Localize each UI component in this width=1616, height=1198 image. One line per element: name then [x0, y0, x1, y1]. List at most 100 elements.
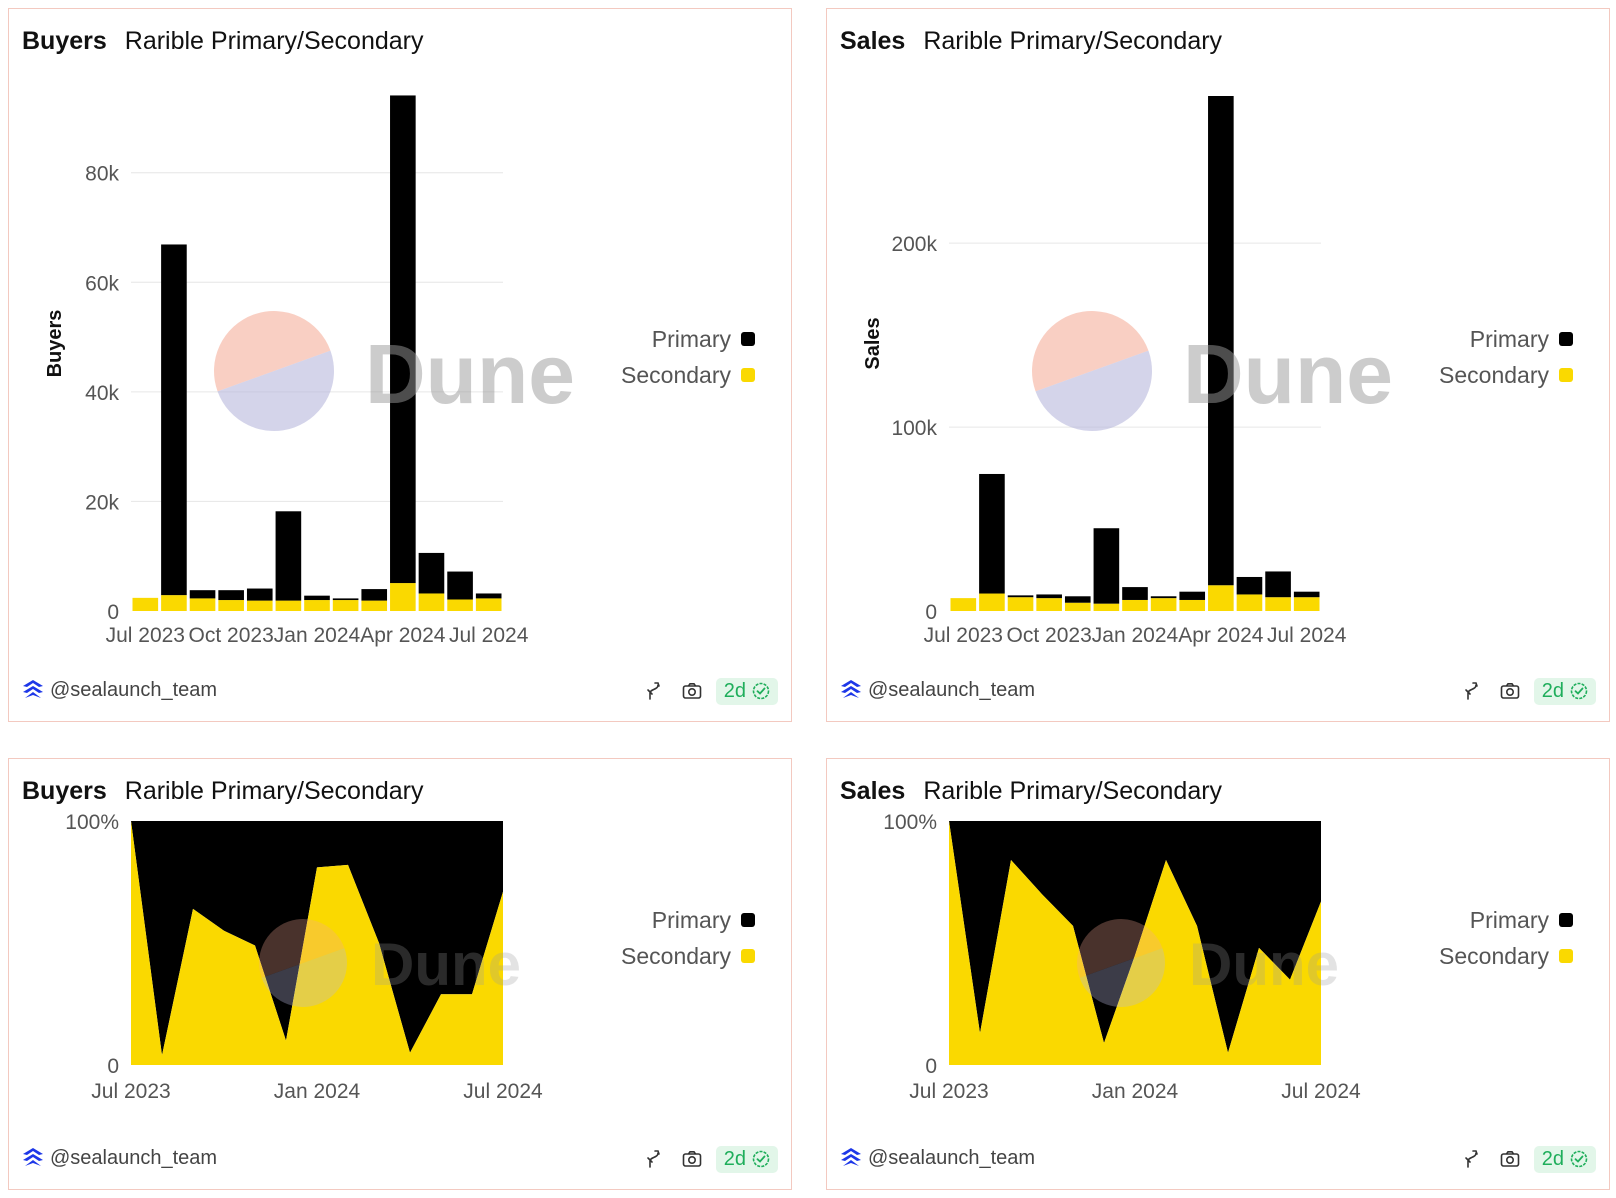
fork-icon[interactable] [642, 679, 666, 703]
dune-watermark-icon: Dune [259, 919, 521, 1007]
legend-swatch-primary [741, 912, 755, 927]
x-tick-label: Jan 2024 [1092, 624, 1179, 647]
card-title: Buyers Rarible Primary/Secondary [22, 27, 423, 56]
y-tick-label: 80k [85, 163, 119, 186]
watermark-logo-top [1032, 310, 1149, 392]
bar-primary [246, 588, 273, 601]
author-link[interactable]: @sealaunch_team [840, 1147, 1035, 1170]
chart-legend[interactable]: Primary Secondary [1439, 321, 1573, 393]
legend-item-primary[interactable]: Primary [621, 902, 755, 938]
legend-swatch-secondary [741, 948, 755, 963]
legend-item-secondary[interactable]: Secondary [621, 938, 755, 974]
legend-label: Primary [1469, 326, 1549, 352]
watermark-text: Dune [371, 931, 521, 998]
check-circle-icon [1570, 682, 1588, 700]
chart-legend[interactable]: Primary Secondary [621, 321, 755, 393]
watermark-logo-bottom [1079, 948, 1165, 1007]
camera-icon[interactable] [1498, 1147, 1522, 1171]
y-tick-label: 0 [107, 1055, 119, 1078]
freshness-label: 2d [723, 679, 746, 702]
chart-subtitle: Rarible Primary/Secondary [923, 27, 1223, 55]
legend-item-primary[interactable]: Primary [1439, 321, 1573, 357]
x-tick-label: Jul 2023 [909, 1080, 988, 1103]
legend-item-secondary[interactable]: Secondary [1439, 357, 1573, 393]
watermark-logo-bottom [1035, 350, 1152, 431]
bar-primary [1208, 96, 1234, 586]
legend-label: Secondary [621, 362, 731, 388]
x-tick-label: Jan 2024 [1092, 1080, 1179, 1103]
y-tick-label: 100% [883, 811, 937, 834]
freshness-badge[interactable]: 2d [1533, 1145, 1596, 1173]
x-tick-label: Jul 2023 [91, 1080, 170, 1103]
freshness-badge[interactable]: 2d [715, 1145, 778, 1173]
bar-secondary [390, 583, 416, 611]
bar-secondary [1093, 603, 1120, 611]
legend-item-primary[interactable]: Primary [1439, 902, 1573, 938]
chart-svg: Buyers 0 20k 40k 60k 80k Jul 2023 Oct 2023 Jan 2… [44, 95, 575, 647]
card-title: Sales Rarible Primary/Secondary [840, 27, 1222, 56]
x-tick-label: Apr 2024 [360, 624, 446, 647]
bar-secondary [275, 600, 302, 611]
bar-primary [275, 511, 302, 601]
x-tick-label: Jul 2023 [106, 624, 185, 647]
freshness-badge[interactable]: 2d [715, 677, 778, 705]
area-secondary [131, 821, 503, 1065]
y-tick-label: 40k [85, 382, 119, 405]
dune-watermark-icon: Dune [1077, 919, 1339, 1007]
sealaunch-logo-icon [841, 1147, 861, 1166]
freshness-label: 2d [1541, 679, 1564, 702]
check-circle-icon [1570, 1150, 1588, 1168]
camera-icon[interactable] [680, 679, 704, 703]
x-tick-label: Jul 2023 [924, 624, 1003, 647]
bar-secondary [1179, 599, 1206, 611]
bar-primary [1265, 571, 1291, 598]
fork-icon[interactable] [1460, 1147, 1484, 1171]
camera-icon[interactable] [680, 1147, 704, 1171]
bar-primary [1093, 528, 1120, 604]
chart-svg: Sales 0 100k 200k Jul 2023 Oct 2023 Jan 2024 Ap… [862, 96, 1393, 647]
bar-secondary [979, 593, 1005, 611]
legend-item-secondary[interactable]: Secondary [621, 357, 755, 393]
bar-secondary [1036, 598, 1062, 611]
author-link[interactable]: @sealaunch_team [840, 679, 1035, 702]
freshness-badge[interactable]: 2d [1533, 677, 1596, 705]
bar-primary [1236, 576, 1263, 595]
dune-watermark-icon: Dune [1032, 310, 1393, 431]
x-tick-label: Jul 2024 [1281, 1080, 1361, 1103]
legend-item-secondary[interactable]: Secondary [1439, 938, 1573, 974]
legend-item-primary[interactable]: Primary [621, 321, 755, 357]
bar-secondary [1208, 585, 1234, 611]
bar-secondary [189, 598, 216, 611]
check-circle-icon [752, 1150, 770, 1168]
legend-label: Primary [651, 326, 731, 352]
chart-card-sales-bar: Sales Rarible Primary/Secondary Sales 0 100… [826, 8, 1610, 722]
dune-watermark-icon: Dune [214, 310, 575, 431]
bar-primary [189, 590, 216, 599]
legend-label: Primary [651, 907, 731, 933]
legend-label: Primary [1469, 907, 1549, 933]
bar-secondary [361, 600, 388, 611]
author-link[interactable]: @sealaunch_team [22, 679, 217, 702]
chart-metric: Sales [840, 777, 906, 805]
bar-secondary [950, 598, 977, 611]
bar-secondary [1007, 597, 1034, 611]
fork-icon[interactable] [1460, 679, 1484, 703]
bar-secondary [218, 600, 244, 611]
camera-icon[interactable] [1498, 679, 1522, 703]
chart-legend[interactable]: Primary Secondary [1439, 902, 1573, 974]
watermark-text: Dune [365, 327, 575, 421]
author-link[interactable]: @sealaunch_team [22, 1147, 217, 1170]
chart-svg: 0 100% Jul 2023 Jan 2024 Jul 2024 Dune [65, 811, 543, 1103]
chart-card-sales-share: Sales Rarible Primary/Secondary 0 100% Jul … [826, 758, 1610, 1190]
card-footer: @sealaunch_team 2d [22, 675, 778, 707]
y-tick-label: 20k [85, 491, 119, 514]
bar-primary [418, 552, 445, 594]
author-handle: @sealaunch_team [50, 679, 218, 701]
chart-legend[interactable]: Primary Secondary [621, 902, 755, 974]
bar-secondary [332, 600, 359, 611]
chart-subtitle: Rarible Primary/Secondary [124, 777, 424, 805]
bar-primary [304, 595, 330, 601]
legend-swatch-primary [741, 331, 755, 346]
fork-icon[interactable] [642, 1147, 666, 1171]
x-tick-label: Jan 2024 [274, 1080, 361, 1103]
